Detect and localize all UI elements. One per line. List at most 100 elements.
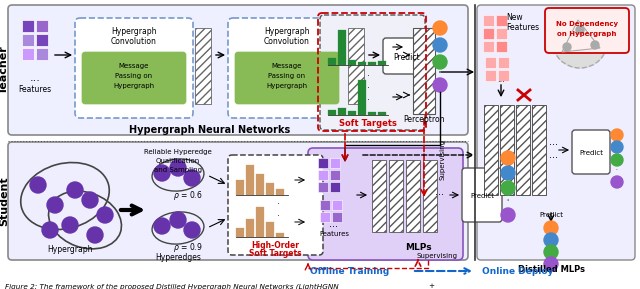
FancyBboxPatch shape bbox=[228, 155, 323, 255]
Text: Hypergraph: Hypergraph bbox=[47, 245, 93, 255]
Circle shape bbox=[501, 181, 515, 195]
Text: ·: · bbox=[438, 66, 442, 80]
Bar bbox=[276, 189, 284, 195]
Text: Hypergraph: Hypergraph bbox=[113, 83, 155, 89]
Circle shape bbox=[544, 245, 558, 259]
Bar bbox=[330, 170, 340, 180]
Text: New: New bbox=[506, 14, 523, 23]
Circle shape bbox=[501, 166, 515, 180]
Bar bbox=[389, 160, 403, 232]
Circle shape bbox=[611, 176, 623, 188]
Circle shape bbox=[611, 141, 623, 153]
Circle shape bbox=[42, 222, 58, 238]
Text: Soft Targets: Soft Targets bbox=[339, 118, 397, 127]
Bar bbox=[368, 112, 376, 115]
Text: Predict: Predict bbox=[539, 212, 563, 218]
Circle shape bbox=[501, 151, 515, 165]
Circle shape bbox=[47, 197, 63, 213]
Text: ...: ... bbox=[330, 219, 339, 229]
Circle shape bbox=[433, 55, 447, 69]
Bar bbox=[368, 62, 376, 65]
FancyBboxPatch shape bbox=[308, 148, 463, 260]
Text: Predict: Predict bbox=[470, 193, 494, 199]
Text: Convolution: Convolution bbox=[264, 38, 310, 47]
Text: Passing on: Passing on bbox=[115, 73, 152, 79]
Bar bbox=[246, 219, 254, 237]
Bar bbox=[22, 48, 34, 60]
Text: Supervising: Supervising bbox=[440, 140, 446, 181]
Text: Hypergraph: Hypergraph bbox=[266, 83, 308, 89]
Text: ...: ... bbox=[497, 75, 505, 84]
Bar bbox=[358, 62, 366, 65]
Bar bbox=[22, 20, 34, 32]
Bar bbox=[406, 160, 420, 232]
Text: ...: ... bbox=[29, 73, 40, 83]
Bar bbox=[484, 105, 498, 195]
Text: Reliable Hyperedge: Reliable Hyperedge bbox=[144, 149, 212, 155]
Text: Distilled MLPs: Distilled MLPs bbox=[518, 266, 584, 275]
FancyBboxPatch shape bbox=[8, 142, 468, 260]
FancyBboxPatch shape bbox=[228, 18, 346, 118]
Text: Perceptron: Perceptron bbox=[403, 116, 445, 125]
Text: Teacher: Teacher bbox=[0, 46, 9, 95]
Bar bbox=[320, 200, 330, 210]
Bar bbox=[332, 200, 342, 210]
Bar bbox=[256, 174, 264, 195]
Circle shape bbox=[170, 212, 186, 228]
Text: Features: Features bbox=[319, 231, 349, 237]
Bar bbox=[483, 28, 494, 39]
Bar bbox=[532, 105, 546, 195]
Circle shape bbox=[154, 165, 170, 181]
Text: Convolution: Convolution bbox=[111, 38, 157, 47]
Bar bbox=[338, 30, 346, 65]
Text: and Sampling: and Sampling bbox=[154, 167, 202, 173]
Bar bbox=[236, 228, 244, 237]
Bar bbox=[423, 160, 437, 232]
FancyBboxPatch shape bbox=[572, 130, 610, 174]
Text: $\rho$ = 0.6: $\rho$ = 0.6 bbox=[173, 190, 203, 203]
Text: Features: Features bbox=[506, 23, 539, 32]
Text: Online Deploy: Online Deploy bbox=[482, 266, 554, 275]
Circle shape bbox=[87, 227, 103, 243]
Bar bbox=[500, 105, 514, 195]
Bar bbox=[358, 80, 366, 115]
Circle shape bbox=[30, 177, 46, 193]
Circle shape bbox=[552, 12, 608, 68]
Text: Predict: Predict bbox=[394, 53, 420, 62]
Text: +: + bbox=[428, 283, 434, 289]
Text: on Hypergraph: on Hypergraph bbox=[557, 31, 617, 37]
Circle shape bbox=[184, 170, 200, 186]
Bar bbox=[246, 165, 254, 195]
Bar bbox=[318, 170, 328, 180]
Bar bbox=[22, 34, 34, 46]
FancyBboxPatch shape bbox=[383, 38, 431, 74]
FancyBboxPatch shape bbox=[75, 18, 193, 118]
Circle shape bbox=[170, 160, 186, 176]
Bar bbox=[330, 158, 340, 168]
Bar bbox=[266, 183, 274, 195]
Circle shape bbox=[82, 192, 98, 208]
Bar bbox=[36, 34, 48, 46]
Bar bbox=[236, 180, 244, 195]
Text: Hyperedges: Hyperedges bbox=[155, 253, 201, 262]
Bar bbox=[485, 70, 496, 81]
Circle shape bbox=[611, 129, 623, 141]
Bar bbox=[413, 28, 435, 114]
Text: ···: ··· bbox=[550, 153, 559, 163]
Bar bbox=[195, 28, 211, 104]
Text: ···: ··· bbox=[550, 140, 559, 150]
Circle shape bbox=[544, 221, 558, 235]
Text: ···: ··· bbox=[435, 190, 445, 200]
Text: Figure 2: The framework of the proposed Distilled Hypergraph Neural Networks (Li: Figure 2: The framework of the proposed … bbox=[5, 283, 339, 289]
Text: Soft Targets: Soft Targets bbox=[249, 249, 301, 257]
Circle shape bbox=[544, 257, 558, 271]
Circle shape bbox=[433, 21, 447, 35]
Text: $\rho$ = 0.9: $\rho$ = 0.9 bbox=[173, 242, 203, 255]
Text: Features: Features bbox=[19, 86, 52, 95]
Bar bbox=[328, 110, 336, 115]
Circle shape bbox=[184, 222, 200, 238]
Bar bbox=[276, 232, 284, 237]
Circle shape bbox=[154, 218, 170, 234]
Bar bbox=[338, 108, 346, 115]
FancyBboxPatch shape bbox=[8, 5, 468, 135]
